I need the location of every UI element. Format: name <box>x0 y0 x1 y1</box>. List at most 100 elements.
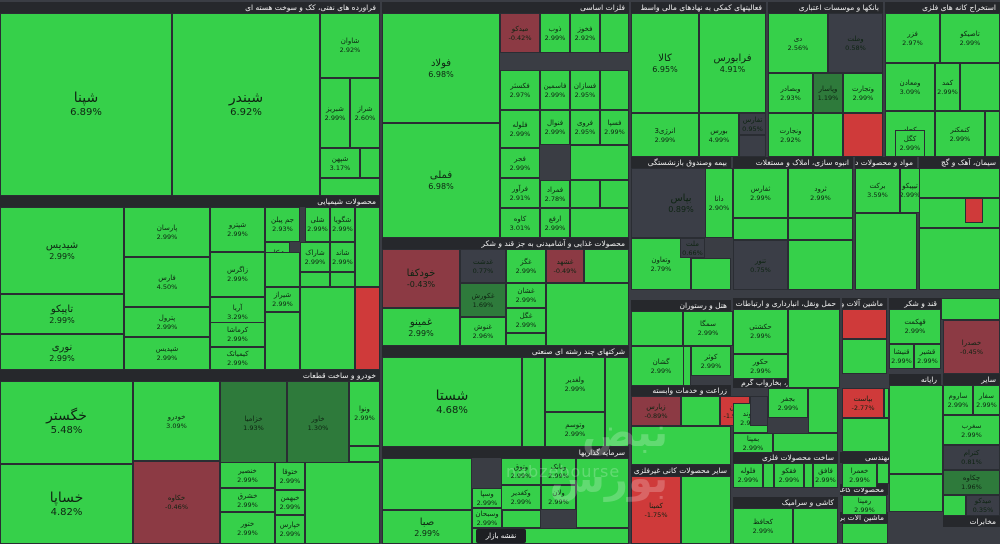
symbol-tile[interactable]: فمراد 2.78% <box>540 180 570 208</box>
symbol-tile[interactable]: بمپنا 2.99% <box>733 433 773 453</box>
symbol-tile[interactable]: خصدرا -0.45% <box>943 320 1000 374</box>
symbol-tile[interactable]: ختوقا 2.99% <box>275 462 305 490</box>
minor-symbol-tile[interactable] <box>300 287 355 370</box>
minor-symbol-tile[interactable] <box>305 462 380 544</box>
symbol-tile[interactable]: دانا 2.90% <box>705 168 733 238</box>
symbol-tile[interactable]: کرماشا 2.99% <box>210 322 265 347</box>
minor-symbol-tile[interactable] <box>576 458 629 528</box>
symbol-tile[interactable]: فاسمین 2.99% <box>540 70 570 110</box>
symbol-tile[interactable]: حکشتی 2.99% <box>733 309 788 354</box>
minor-symbol-tile[interactable] <box>584 249 629 283</box>
symbol-tile[interactable]: ثفارس 2.99% <box>733 168 788 218</box>
symbol-tile[interactable]: ذوب 2.99% <box>540 13 570 53</box>
symbol-tile[interactable]: خکاوه -0.46% <box>133 461 220 544</box>
minor-symbol-tile[interactable] <box>681 396 720 426</box>
symbol-tile[interactable]: ختور 2.99% <box>220 512 275 544</box>
symbol-tile[interactable]: شلی 2.99% <box>305 207 330 242</box>
symbol-tile[interactable]: وبانک 2.99% <box>541 458 576 485</box>
symbol-tile[interactable]: فروی 2.95% <box>570 110 600 145</box>
symbol-tile[interactable]: خودرو 3.09% <box>133 381 220 461</box>
symbol-tile[interactable]: غگز 2.99% <box>506 249 546 283</box>
minor-symbol-tile[interactable] <box>360 148 380 178</box>
minor-symbol-tile[interactable] <box>546 283 629 346</box>
symbol-tile[interactable]: فکسثر 2.97% <box>500 70 540 110</box>
symbol-tile[interactable]: غدشت 0.77% <box>460 249 506 283</box>
minor-symbol-tile[interactable] <box>842 523 888 544</box>
symbol-tile[interactable]: گشان 2.99% <box>631 346 691 386</box>
minor-symbol-tile[interactable] <box>919 198 1000 228</box>
symbol-tile[interactable]: شپهن 3.17% <box>320 148 360 178</box>
minor-symbol-tile[interactable] <box>600 180 629 208</box>
symbol-tile[interactable]: رمپنا 2.99% <box>842 495 887 515</box>
minor-symbol-tile[interactable] <box>788 218 853 240</box>
symbol-tile[interactable]: فرآور 2.91% <box>500 178 540 208</box>
symbol-tile[interactable]: وکغدیر 2.99% <box>501 485 541 510</box>
symbol-tile[interactable]: زاگرس 2.99% <box>210 252 265 297</box>
symbol-tile[interactable]: ارفع 2.99% <box>540 208 570 238</box>
minor-symbol-tile[interactable] <box>985 111 1000 157</box>
symbol-tile[interactable]: فملی 6.98% <box>382 123 500 238</box>
minor-symbol-tile[interactable] <box>808 388 838 433</box>
symbol-tile[interactable]: وسبحان 2.99% <box>472 508 502 528</box>
symbol-tile[interactable]: زیارس -0.89% <box>631 396 681 426</box>
minor-symbol-tile[interactable] <box>605 357 629 447</box>
symbol-tile[interactable]: وتجارت 2.99% <box>843 73 883 113</box>
symbol-tile[interactable]: چکاوه 1.96% <box>943 470 1000 495</box>
minor-symbol-tile[interactable] <box>855 213 917 290</box>
minor-symbol-tile[interactable] <box>522 357 545 447</box>
symbol-tile[interactable]: شیراز 2.99% <box>265 287 300 312</box>
symbol-tile[interactable]: صبا 2.99% <box>382 510 472 544</box>
symbol-tile[interactable]: قشیر 2.99% <box>914 344 941 369</box>
symbol-tile[interactable]: کمد 2.99% <box>935 63 960 111</box>
symbol-tile[interactable]: کگل 2.99% <box>895 130 925 157</box>
symbol-tile[interactable]: جم پیلن 2.93% <box>265 207 300 242</box>
symbol-tile[interactable]: ونوا 2.99% <box>349 381 380 446</box>
symbol-tile[interactable]: تاپیکو 2.99% <box>0 294 124 334</box>
symbol-tile[interactable]: ولغدیر 2.99% <box>545 357 605 412</box>
symbol-tile[interactable]: تیپیکو 2.99% <box>900 168 920 213</box>
symbol-tile[interactable]: شپنا 6.89% <box>0 13 172 196</box>
symbol-tile[interactable]: انرژی3 2.99% <box>631 113 699 157</box>
minor-symbol-tile[interactable] <box>631 311 683 346</box>
minor-symbol-tile[interactable] <box>773 433 838 452</box>
minor-symbol-tile[interactable] <box>320 178 380 196</box>
symbol-tile[interactable]: سغرب 2.99% <box>943 415 1000 445</box>
symbol-tile[interactable]: ثرود 2.99% <box>788 168 853 218</box>
symbol-tile[interactable]: شاراک 2.99% <box>300 242 330 272</box>
symbol-tile[interactable]: خاور 1.30% <box>287 381 349 466</box>
symbol-tile[interactable]: غمینو 2.99% <box>382 308 460 346</box>
symbol-tile[interactable]: ساروم 2.99% <box>943 385 973 415</box>
symbol-tile[interactable]: کیمیاتک 2.99% <box>210 347 265 370</box>
symbol-tile[interactable]: وبصادر 2.93% <box>768 73 813 113</box>
symbol-tile[interactable]: دی 2.56% <box>768 13 828 73</box>
symbol-tile[interactable]: پترول 2.99% <box>124 307 210 337</box>
symbol-tile[interactable]: فقکو 2.99% <box>774 463 804 488</box>
minor-symbol-tile[interactable] <box>506 333 546 346</box>
minor-symbol-tile[interactable] <box>681 476 731 544</box>
symbol-tile[interactable]: فلوله 2.99% <box>500 110 540 148</box>
symbol-tile[interactable]: کاوه 3.01% <box>500 208 540 238</box>
symbol-tile[interactable]: برکت 3.59% <box>855 168 900 213</box>
symbol-tile[interactable]: غکورش 1.69% <box>460 283 506 317</box>
symbol-tile[interactable]: وتوق 2.99% <box>501 458 541 485</box>
symbol-tile[interactable]: قنیشا 2.99% <box>889 344 914 369</box>
minor-symbol-tile[interactable] <box>889 474 943 512</box>
minor-symbol-tile[interactable] <box>788 240 853 290</box>
minor-symbol-tile[interactable] <box>842 339 887 374</box>
symbol-tile[interactable]: کترام 0.81% <box>943 445 1000 470</box>
minor-symbol-tile[interactable] <box>877 463 889 484</box>
minor-symbol-tile[interactable] <box>889 385 943 474</box>
minor-symbol-tile[interactable] <box>788 309 840 388</box>
symbol-tile[interactable]: خنصیر 2.99% <box>220 462 275 488</box>
minor-symbol-tile[interactable] <box>842 418 889 452</box>
symbol-tile[interactable]: فافق 2.99% <box>813 463 838 488</box>
symbol-tile[interactable]: بپاست -2.77% <box>842 388 884 418</box>
minor-symbol-tile[interactable] <box>349 446 380 462</box>
minor-symbol-tile[interactable] <box>884 388 889 418</box>
symbol-tile[interactable]: فسپا 2.99% <box>600 110 629 145</box>
symbol-tile[interactable]: شگویا 2.99% <box>330 207 355 242</box>
minor-symbol-tile[interactable] <box>763 463 774 488</box>
symbol-tile[interactable]: میدکو 0.35% <box>966 495 1000 516</box>
symbol-tile[interactable]: فلوله 2.99% <box>733 463 763 488</box>
minor-symbol-tile[interactable] <box>750 396 768 426</box>
